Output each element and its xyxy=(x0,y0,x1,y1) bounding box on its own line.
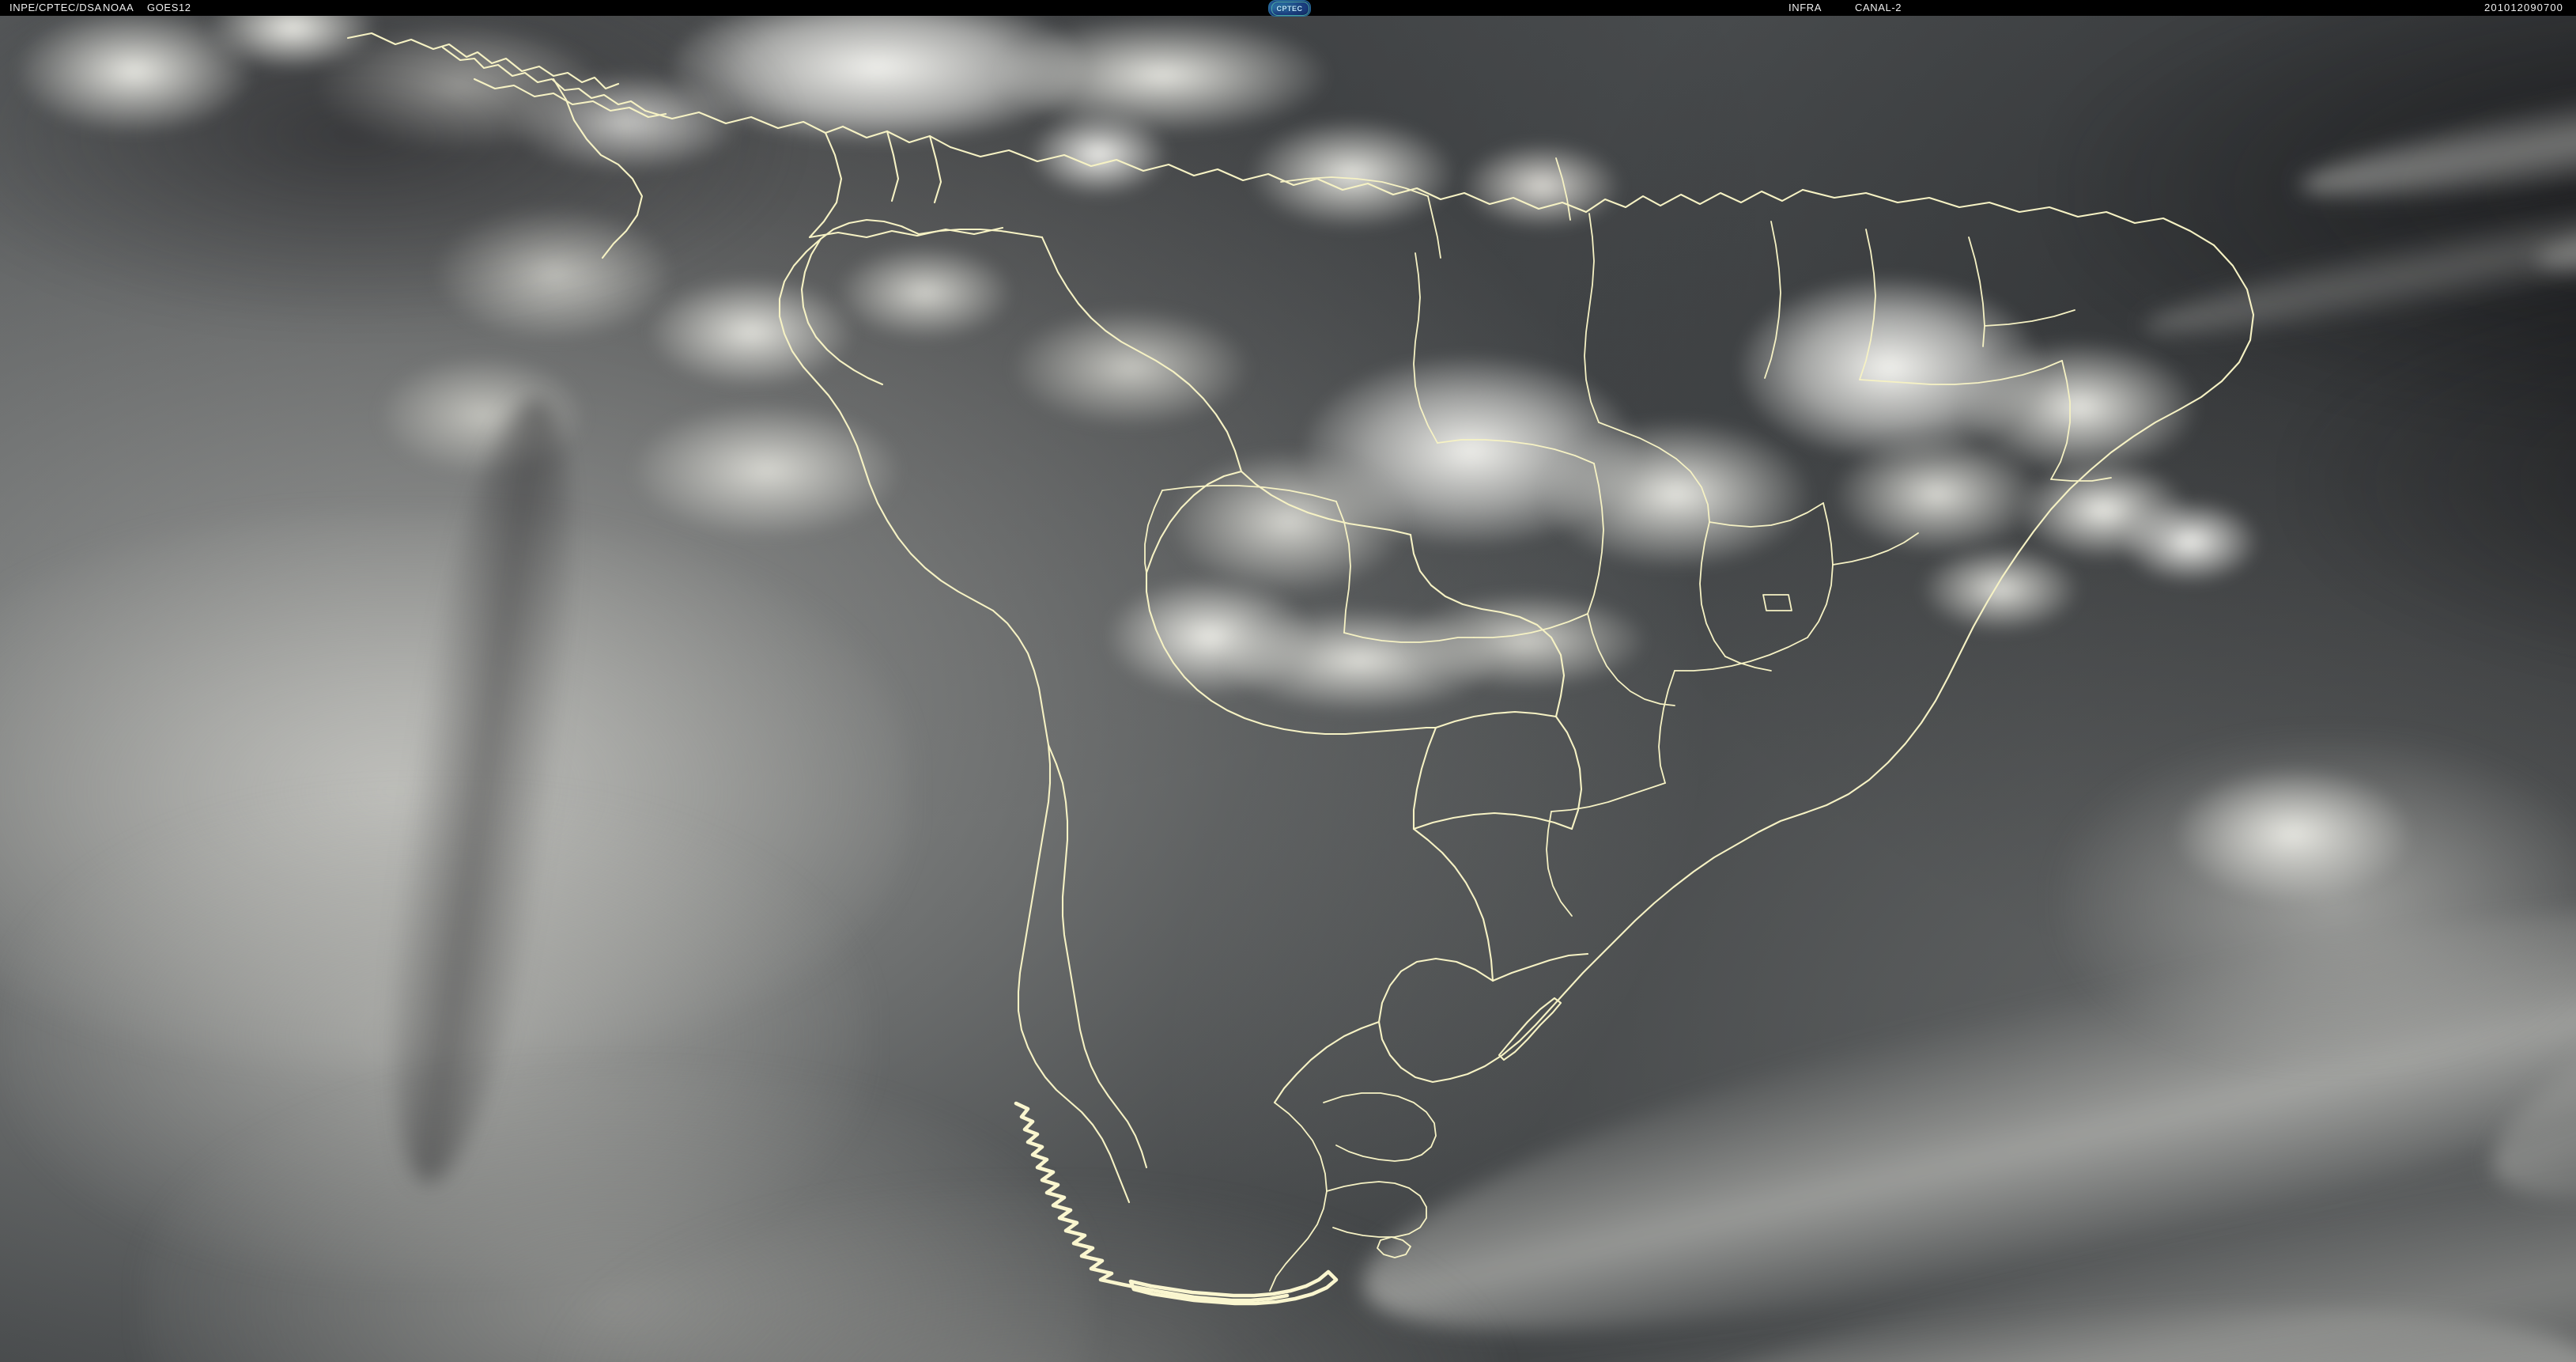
logo-text: CPTEC xyxy=(1276,4,1303,13)
institution-label: INPE/CPTEC/DSA xyxy=(9,2,102,13)
cptec-logo-icon: CPTEC xyxy=(1268,0,1311,17)
channel-label: CANAL-2 xyxy=(1855,2,1902,13)
channel-type-label: INFRA xyxy=(1788,2,1822,13)
agency-label: NOAA xyxy=(103,2,134,13)
satellite-label: GOES12 xyxy=(147,2,191,13)
logo-ring xyxy=(1271,2,1309,16)
timestamp-label: 201012090700 xyxy=(2484,2,2563,13)
